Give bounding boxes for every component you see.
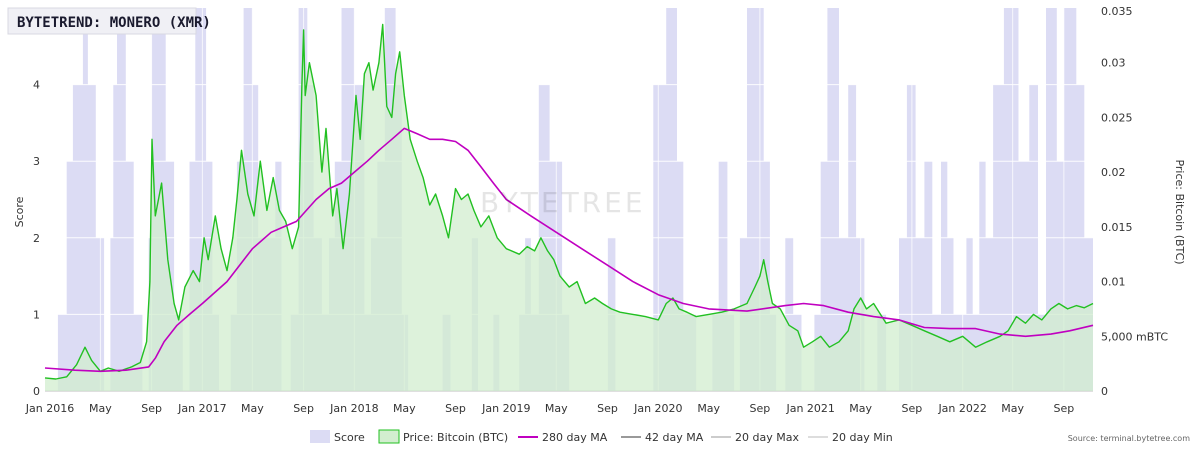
legend-label: 42 day MA bbox=[645, 431, 704, 444]
y-right-tick-label: 0.025 bbox=[1101, 111, 1133, 124]
y-left-tick-label: 2 bbox=[33, 232, 40, 245]
source-note: Source: terminal.bytetree.com bbox=[1068, 434, 1190, 443]
x-tick-label: May bbox=[849, 402, 872, 415]
legend: Score Price: Bitcoin (BTC) 280 day MA 42 da… bbox=[310, 429, 893, 444]
legend-label: 20 day Min bbox=[832, 431, 893, 444]
y-right-tick-label: 0.035 bbox=[1101, 5, 1133, 18]
legend-item[interactable]: Price: Bitcoin (BTC) bbox=[378, 429, 508, 444]
legend-item[interactable]: 42 day MA bbox=[621, 431, 704, 444]
y-left-tick-label: 3 bbox=[33, 155, 40, 168]
x-tick-label: May bbox=[241, 402, 264, 415]
right-axis-ticks: 0 5,000 mBTC 0.01 0.015 0.02 0.025 0.03 0.035 bbox=[1101, 5, 1168, 398]
y-right-tick-label: 0.02 bbox=[1101, 166, 1126, 179]
legend-label: 280 day MA bbox=[542, 431, 608, 444]
y-left-tick-label: 0 bbox=[33, 385, 40, 398]
x-tick-label: May bbox=[89, 402, 112, 415]
legend-item[interactable]: 20 day Max bbox=[711, 431, 799, 444]
x-tick-label: Jan 2022 bbox=[937, 402, 986, 415]
chart-title: BYTETREND: MONERO (XMR) bbox=[17, 15, 211, 31]
title-box: BYTETREND: MONERO (XMR) bbox=[7, 7, 211, 35]
x-tick-label: Jan 2019 bbox=[481, 402, 530, 415]
x-tick-label: Sep bbox=[750, 402, 771, 415]
x-tick-label: May bbox=[697, 402, 720, 415]
x-tick-label: Jan 2016 bbox=[25, 402, 74, 415]
price-area bbox=[45, 24, 1093, 392]
x-tick-label: Sep bbox=[293, 402, 314, 415]
x-tick-label: Sep bbox=[902, 402, 923, 415]
legend-label: Price: Bitcoin (BTC) bbox=[403, 431, 508, 444]
y-right-tick-label: 0.03 bbox=[1101, 57, 1126, 70]
legend-item[interactable]: Score bbox=[310, 430, 365, 444]
ma280-series bbox=[44, 127, 1094, 373]
y-right-tick-label: 0 bbox=[1101, 385, 1108, 398]
legend-item[interactable]: 20 day Min bbox=[808, 431, 893, 444]
x-tick-label: Jan 2017 bbox=[177, 402, 226, 415]
x-axis-ticks: Jan 2016 May Sep Jan 2017 May Sep Jan 2018 May S… bbox=[25, 402, 1074, 415]
y-right-tick-label: 0.015 bbox=[1101, 221, 1133, 234]
ma280-line bbox=[44, 127, 1094, 373]
x-tick-label: May bbox=[1001, 402, 1024, 415]
price-series bbox=[44, 23, 1094, 392]
x-tick-label: Jan 2021 bbox=[785, 402, 834, 415]
price-line bbox=[44, 23, 1094, 380]
x-tick-label: Jan 2018 bbox=[329, 402, 378, 415]
y-right-axis-title: Price: Bitcoin (BTC) bbox=[1173, 159, 1186, 264]
x-tick-label: May bbox=[393, 402, 416, 415]
x-tick-label: May bbox=[545, 402, 568, 415]
y-right-tick-label: 5,000 mBTC bbox=[1101, 330, 1168, 343]
legend-swatch bbox=[378, 429, 400, 444]
x-tick-label: Jan 2020 bbox=[633, 402, 682, 415]
x-tick-label: Sep bbox=[445, 402, 466, 415]
left-axis-ticks: 0 1 2 3 4 bbox=[33, 79, 40, 398]
watermark: BYTETREE bbox=[480, 186, 646, 219]
legend-label: Score bbox=[334, 431, 365, 444]
y-left-tick-label: 1 bbox=[33, 308, 40, 321]
y-left-tick-label: 4 bbox=[33, 79, 40, 92]
legend-swatch bbox=[310, 430, 330, 443]
y-right-tick-label: 0.01 bbox=[1101, 276, 1126, 289]
legend-label: 20 day Max bbox=[735, 431, 799, 444]
x-tick-label: Sep bbox=[597, 402, 618, 415]
legend-item[interactable]: 280 day MA bbox=[518, 431, 608, 444]
y-left-axis-title: Score bbox=[13, 196, 26, 227]
x-tick-label: Sep bbox=[141, 402, 162, 415]
x-tick-label: Sep bbox=[1053, 402, 1074, 415]
